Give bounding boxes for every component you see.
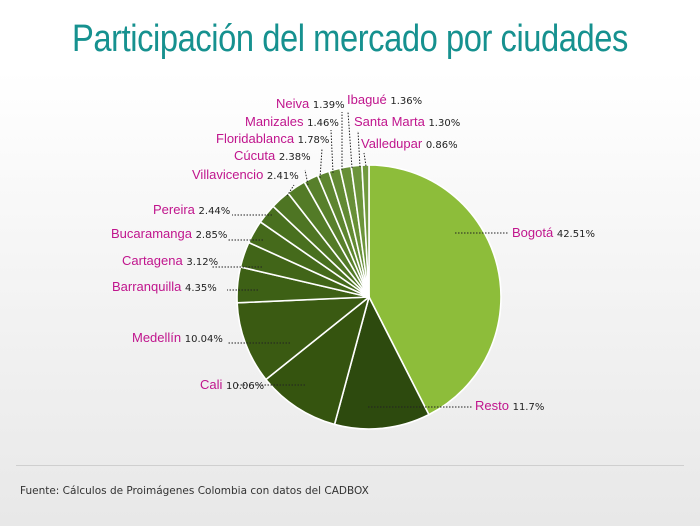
slice-label-value: 2.44% xyxy=(199,206,231,217)
slice-label-name: Cartagena xyxy=(122,253,186,268)
slice-label-name: Bucaramanga xyxy=(111,226,196,241)
slice-label-value: 10.06% xyxy=(226,381,264,392)
chart-title: Participación del mercado por ciudades xyxy=(72,18,628,60)
leader-line xyxy=(357,130,361,168)
slice-label-value: 1.39% xyxy=(313,100,345,111)
leader-line xyxy=(304,169,309,186)
slice-label-name: Manizales xyxy=(245,114,307,129)
slice-label: Resto 11.7% xyxy=(475,398,544,413)
pie-labels: Bogotá 42.51% Resto 11.7% Cali 10.06% Medel… xyxy=(111,92,595,413)
slice-label: Santa Marta 1.30% xyxy=(354,114,460,129)
slice-label-name: Villavicencio xyxy=(192,167,267,182)
slice-label-value: 2.41% xyxy=(267,171,299,182)
pie-slices xyxy=(236,164,502,430)
slice-label-value: 4.35% xyxy=(185,283,217,294)
slice-label-name: Bogotá xyxy=(512,225,557,240)
slice-label-name: Resto xyxy=(475,398,513,413)
pie-slice-bogotá xyxy=(368,164,502,416)
leader-line xyxy=(319,148,323,179)
slice-label: Bogotá 42.51% xyxy=(512,225,595,240)
leader-line xyxy=(347,111,353,169)
slice-label-name: Santa Marta xyxy=(354,114,428,129)
slice-label: Cúcuta 2.38% xyxy=(234,148,311,163)
slice-label-value: 0.86% xyxy=(426,140,458,151)
source-note: Fuente: Cálculos de Proimágenes Colombia… xyxy=(20,485,369,497)
slice-label: Cartagena 3.12% xyxy=(122,253,218,268)
leader-line xyxy=(363,152,367,167)
pie-slice-medellín xyxy=(236,296,370,381)
slice-label-value: 1.36% xyxy=(390,96,422,107)
slice-label: Bucaramanga 2.85% xyxy=(111,226,227,241)
slice-label-value: 42.51% xyxy=(557,229,595,240)
slice-label: Cali 10.06% xyxy=(200,377,264,392)
slice-label: Barranquilla 4.35% xyxy=(112,279,217,294)
slice-label-value: 2.85% xyxy=(196,230,228,241)
slice-label-value: 3.12% xyxy=(186,257,218,268)
slice-label: Manizales 1.46% xyxy=(245,114,339,129)
slice-label: Pereira 2.44% xyxy=(153,202,230,217)
slice-label-name: Pereira xyxy=(153,202,199,217)
pie-slice-resto xyxy=(333,296,430,430)
slice-label: Medellín 10.04% xyxy=(132,330,223,345)
slice-label-value: 11.7% xyxy=(513,402,545,413)
leader-line xyxy=(286,184,295,197)
divider xyxy=(16,465,684,466)
slice-label: Ibagué 1.36% xyxy=(347,92,422,107)
slice-label-name: Ibagué xyxy=(347,92,390,107)
slice-label-value: 1.30% xyxy=(428,118,460,129)
leader-line xyxy=(330,129,334,174)
slice-label-value: 1.78% xyxy=(298,135,330,146)
slice-label-name: Medellín xyxy=(132,330,185,345)
slice-label-name: Cali xyxy=(200,377,226,392)
slice-label-name: Cúcuta xyxy=(234,148,279,163)
slice-label-name: Barranquilla xyxy=(112,279,185,294)
slice-label-value: 1.46% xyxy=(307,118,339,129)
slice-label-value: 10.04% xyxy=(185,334,223,345)
pie-slice-cali xyxy=(265,296,370,426)
slice-label-name: Neiva xyxy=(276,96,313,111)
slice-label: Valledupar 0.86% xyxy=(361,136,458,151)
slice-label: Neiva 1.39% xyxy=(276,96,345,111)
slice-label-name: Floridablanca xyxy=(216,131,298,146)
slice-label: Villavicencio 2.41% xyxy=(192,167,299,182)
slice-label-value: 2.38% xyxy=(279,152,311,163)
slice-label-name: Valledupar xyxy=(361,136,426,151)
slice-label: Floridablanca 1.78% xyxy=(216,131,329,146)
